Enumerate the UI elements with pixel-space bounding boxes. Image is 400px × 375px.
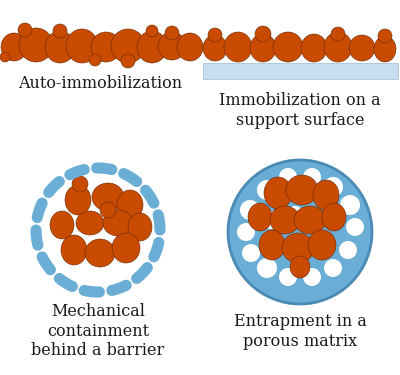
Ellipse shape <box>85 239 115 267</box>
Ellipse shape <box>290 256 310 278</box>
Ellipse shape <box>18 23 32 37</box>
Ellipse shape <box>273 32 303 62</box>
Circle shape <box>257 180 277 200</box>
Ellipse shape <box>248 203 272 231</box>
Circle shape <box>311 234 329 252</box>
Circle shape <box>279 168 297 186</box>
Ellipse shape <box>146 25 158 37</box>
Ellipse shape <box>66 29 98 63</box>
Ellipse shape <box>137 31 167 63</box>
Ellipse shape <box>100 202 116 218</box>
Circle shape <box>262 211 280 229</box>
Circle shape <box>303 168 321 186</box>
Ellipse shape <box>286 175 318 205</box>
Ellipse shape <box>165 26 179 40</box>
Ellipse shape <box>203 35 227 61</box>
Ellipse shape <box>250 34 276 62</box>
Ellipse shape <box>92 183 124 211</box>
Text: Mechanical
containment
behind a barrier: Mechanical containment behind a barrier <box>31 303 165 359</box>
Circle shape <box>257 258 277 278</box>
Ellipse shape <box>72 176 88 192</box>
Ellipse shape <box>374 36 396 62</box>
Text: Entrapment in a
porous matrix: Entrapment in a porous matrix <box>234 313 366 350</box>
Circle shape <box>286 206 304 224</box>
Circle shape <box>237 223 255 241</box>
Ellipse shape <box>264 177 292 209</box>
Ellipse shape <box>224 32 252 62</box>
Circle shape <box>346 218 364 236</box>
Circle shape <box>309 211 327 229</box>
Ellipse shape <box>117 190 143 220</box>
Text: Immobilization on a
support surface: Immobilization on a support surface <box>219 92 381 129</box>
Ellipse shape <box>177 33 203 61</box>
Ellipse shape <box>61 235 87 265</box>
Ellipse shape <box>65 185 91 215</box>
Circle shape <box>340 195 360 215</box>
Ellipse shape <box>158 32 186 60</box>
Ellipse shape <box>255 26 271 42</box>
Ellipse shape <box>45 31 75 63</box>
Ellipse shape <box>208 28 222 42</box>
Ellipse shape <box>91 32 121 62</box>
Ellipse shape <box>259 230 285 260</box>
Ellipse shape <box>308 230 336 260</box>
Circle shape <box>324 259 342 277</box>
Ellipse shape <box>313 180 339 210</box>
Text: Auto-immobilization: Auto-immobilization <box>18 75 182 92</box>
Ellipse shape <box>103 210 133 236</box>
Ellipse shape <box>322 203 346 231</box>
Ellipse shape <box>282 233 314 263</box>
Ellipse shape <box>301 34 327 62</box>
Circle shape <box>279 268 297 286</box>
Circle shape <box>228 160 372 304</box>
Circle shape <box>303 268 321 286</box>
Ellipse shape <box>89 54 101 66</box>
Circle shape <box>339 241 357 259</box>
Ellipse shape <box>111 29 145 63</box>
Ellipse shape <box>128 213 152 241</box>
Ellipse shape <box>0 52 10 62</box>
Ellipse shape <box>121 54 135 68</box>
Ellipse shape <box>76 211 104 235</box>
Circle shape <box>286 238 304 256</box>
Ellipse shape <box>53 24 67 38</box>
Circle shape <box>323 177 343 197</box>
Ellipse shape <box>50 211 74 239</box>
Ellipse shape <box>331 27 345 41</box>
Ellipse shape <box>294 206 326 234</box>
Ellipse shape <box>112 233 140 263</box>
Bar <box>203 63 398 79</box>
Ellipse shape <box>324 32 352 62</box>
Circle shape <box>261 234 279 252</box>
Ellipse shape <box>378 29 392 43</box>
Circle shape <box>240 200 260 220</box>
Ellipse shape <box>349 35 375 61</box>
Circle shape <box>242 244 260 262</box>
Ellipse shape <box>1 33 27 61</box>
Ellipse shape <box>19 28 53 62</box>
Ellipse shape <box>270 206 300 234</box>
